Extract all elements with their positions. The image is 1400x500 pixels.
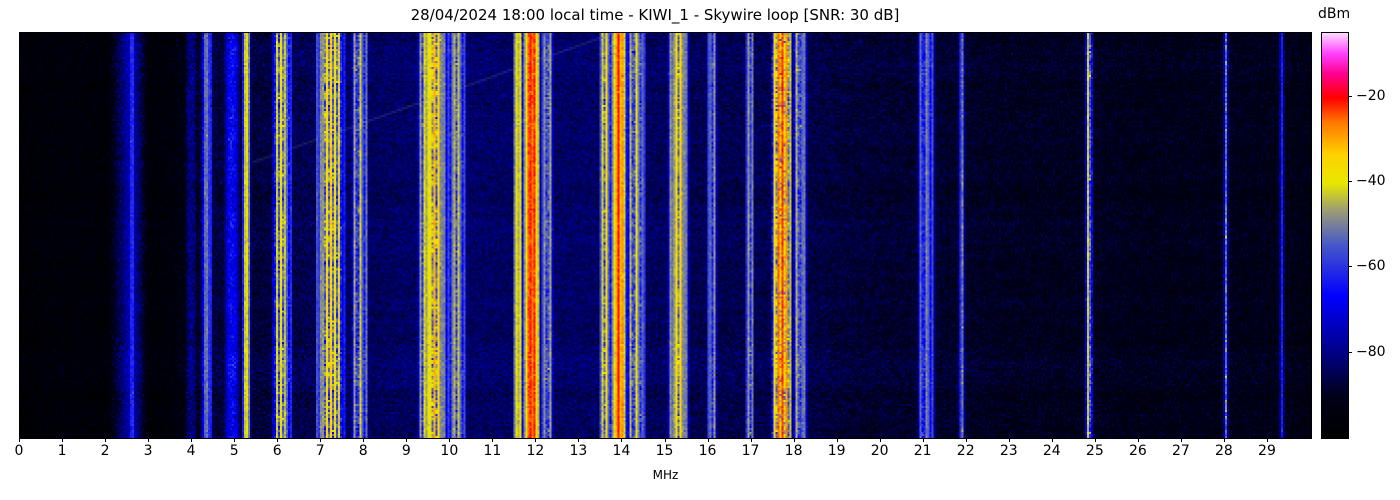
x-tick-mark xyxy=(1051,438,1053,442)
colorbar-tick-mark xyxy=(1348,351,1352,353)
x-tick-label: 4 xyxy=(186,443,196,459)
colorbar-tick-label: −20 xyxy=(1356,87,1386,104)
x-tick-label: 19 xyxy=(827,443,846,459)
x-tick-label: 22 xyxy=(956,443,975,459)
x-tick-mark xyxy=(1137,438,1139,442)
x-axis-label: MHz xyxy=(652,468,679,482)
x-tick-label: 25 xyxy=(1085,443,1104,459)
colorbar-tick-label: −60 xyxy=(1356,258,1386,275)
x-tick-label: 7 xyxy=(315,443,325,459)
x-tick-mark xyxy=(148,438,150,442)
x-tick-mark xyxy=(535,438,537,442)
x-tick-label: 6 xyxy=(272,443,282,459)
x-tick-label: 3 xyxy=(143,443,153,459)
x-tick-label: 27 xyxy=(1171,443,1190,459)
x-tick-label: 29 xyxy=(1258,443,1276,459)
x-tick-mark xyxy=(1008,438,1010,442)
spectrogram-heatmap[interactable] xyxy=(20,33,1311,438)
x-tick-label: 17 xyxy=(741,443,760,459)
x-tick-mark xyxy=(578,438,580,442)
x-tick-label: 12 xyxy=(526,443,545,459)
x-tick-label: 5 xyxy=(229,443,239,459)
x-tick-mark xyxy=(19,438,20,442)
x-tick-mark xyxy=(1094,438,1096,442)
x-tick-mark xyxy=(879,438,881,442)
colorbar-tick-mark xyxy=(1348,266,1352,268)
x-tick-mark xyxy=(664,438,666,442)
page-title: 28/04/2024 18:00 local time - KIWI_1 - S… xyxy=(410,6,900,24)
x-tick-label: 21 xyxy=(913,443,932,459)
x-tick-label: 9 xyxy=(401,443,411,459)
x-tick-mark xyxy=(277,438,279,442)
x-tick-label: 26 xyxy=(1128,443,1147,459)
x-tick-label: 2 xyxy=(100,443,110,459)
colorbar-tick-label: −40 xyxy=(1356,173,1386,190)
x-tick-mark xyxy=(406,438,408,442)
x-tick-mark xyxy=(793,438,795,442)
x-tick-mark xyxy=(750,438,752,442)
x-tick-mark xyxy=(191,438,193,442)
x-tick-label: 23 xyxy=(999,443,1018,459)
spectrogram-axes[interactable] xyxy=(19,32,1312,439)
x-tick-mark xyxy=(62,438,64,442)
colorbar-label: dBm xyxy=(1318,6,1351,22)
x-tick-label: 0 xyxy=(14,443,24,459)
x-tick-label: 13 xyxy=(569,443,588,459)
x-tick-mark xyxy=(922,438,924,442)
x-tick-label: 16 xyxy=(698,443,717,459)
x-tick-mark xyxy=(965,438,967,442)
x-tick-label: 1 xyxy=(57,443,67,459)
x-tick-mark xyxy=(1266,438,1268,442)
colorbar-gradient xyxy=(1322,33,1348,438)
x-tick-mark xyxy=(449,438,451,442)
x-tick-mark xyxy=(363,438,365,442)
x-tick-label: 10 xyxy=(440,443,459,459)
x-tick-mark xyxy=(836,438,838,442)
x-tick-mark xyxy=(105,438,107,442)
x-tick-mark xyxy=(707,438,709,442)
colorbar-tick-mark xyxy=(1348,181,1352,183)
x-tick-label: 14 xyxy=(612,443,631,459)
x-tick-mark xyxy=(1223,438,1225,442)
colorbar-ticks: −20 −40 −60 −80 xyxy=(1348,32,1400,439)
x-tick-label: 18 xyxy=(784,443,803,459)
x-axis: 0 1 2 3 4 5 6 7 8 9 10 11 12 13 14 15 16 17 18 19 20 21 22 23 24… xyxy=(15,438,1312,472)
colorbar xyxy=(1321,32,1349,439)
x-tick-mark xyxy=(320,438,322,442)
x-tick-mark xyxy=(234,438,236,442)
colorbar-tick-mark xyxy=(1348,95,1352,97)
x-tick-label: 24 xyxy=(1042,443,1061,459)
x-tick-label: 11 xyxy=(483,443,502,459)
x-tick-label: 28 xyxy=(1215,443,1233,459)
x-tick-mark xyxy=(492,438,494,442)
x-tick-mark xyxy=(621,438,623,442)
x-tick-label: 15 xyxy=(655,443,674,459)
x-tick-label: 20 xyxy=(870,443,889,459)
x-tick-label: 8 xyxy=(358,443,368,459)
colorbar-tick-label: −80 xyxy=(1356,343,1386,360)
x-tick-mark xyxy=(1180,438,1182,442)
